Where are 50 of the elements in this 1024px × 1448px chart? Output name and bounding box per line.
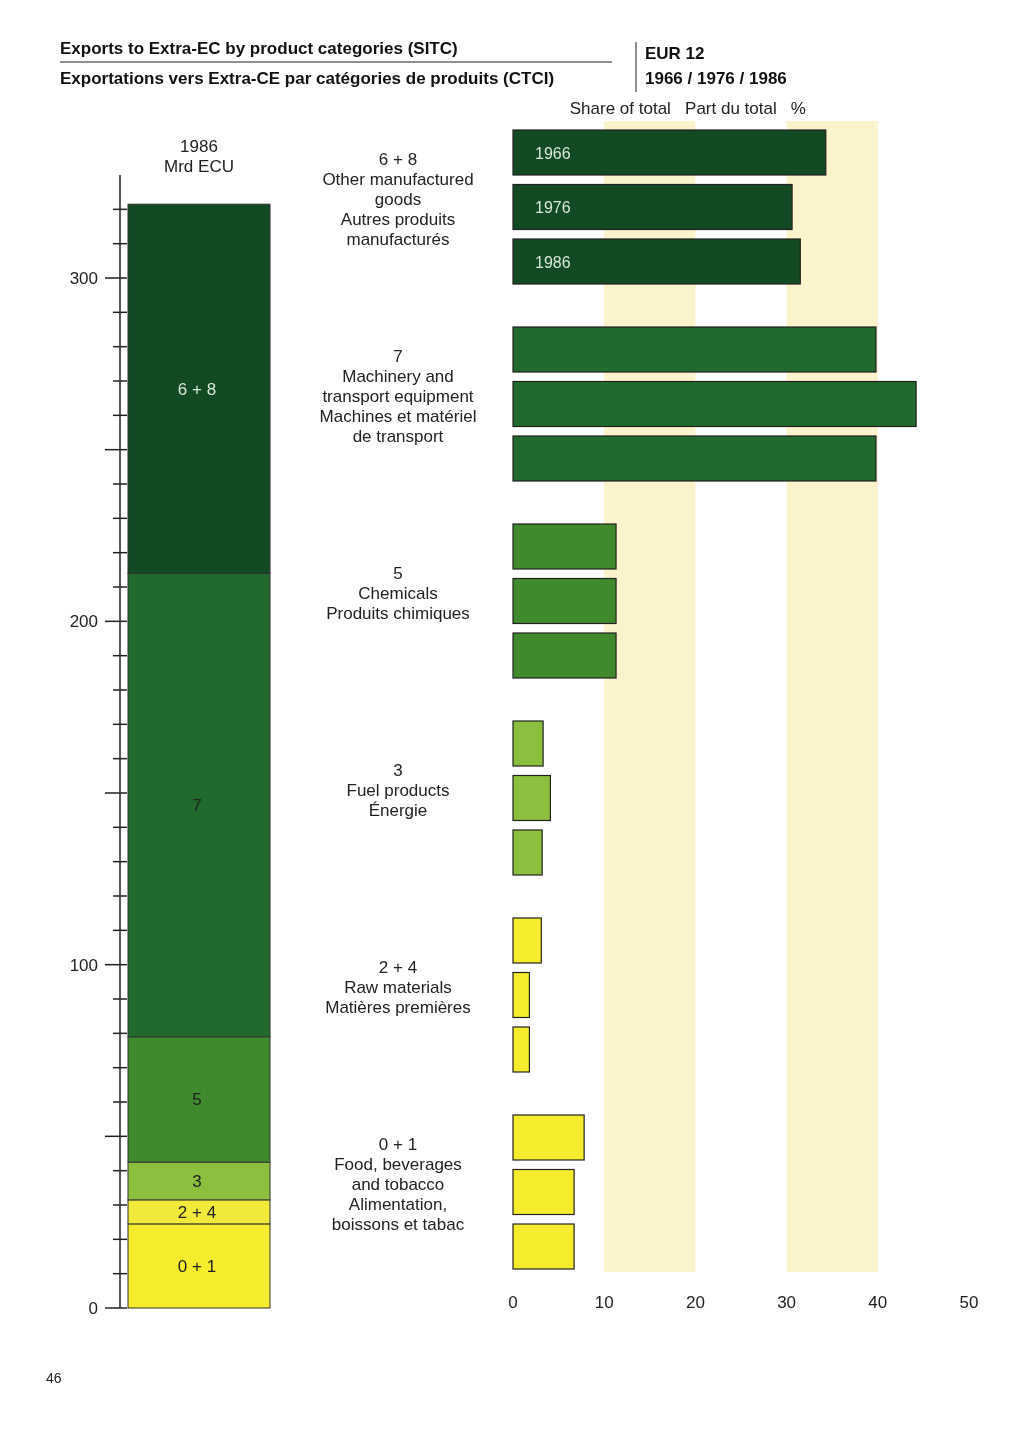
x-axis-title: Share of total Part du total % (569, 99, 806, 118)
bar (512, 720, 544, 767)
bar (512, 1168, 575, 1216)
bar (512, 971, 531, 1019)
chart-title: 1986 (180, 137, 218, 156)
bar (512, 1114, 585, 1161)
series-label: 1976 (535, 199, 571, 216)
x-tick-label: 0 (508, 1293, 518, 1312)
bar (512, 380, 917, 428)
bar (512, 435, 877, 482)
y-tick-label: 2 + 4 Raw materials Matières premières (325, 958, 471, 1017)
y-tick-label: 300 (69, 269, 98, 288)
bar (512, 1026, 531, 1073)
bar (512, 238, 801, 285)
series-label: 1986 (535, 253, 571, 271)
series-label: 2 + 4 (177, 1202, 217, 1222)
bar (512, 1223, 575, 1270)
series-label: 5 (192, 1090, 202, 1110)
x-tick-label: 30 (777, 1293, 797, 1312)
y-tick-label: 100 (69, 955, 98, 975)
text: EUR 12 (645, 44, 705, 63)
bar (512, 326, 877, 373)
series-label: 0 + 1 (177, 1256, 217, 1276)
x-tick-label: 40 (868, 1293, 888, 1312)
bar (512, 523, 617, 570)
y-tick-label: 200 (69, 612, 98, 632)
y-tick-label: 7 Machinery and transport equipment Machines et matériel de transport (319, 347, 477, 446)
x-tick-label: 10 (594, 1293, 614, 1312)
bar (512, 129, 827, 176)
series-label: 6 + 8 (177, 379, 217, 399)
series-label: 1966 (535, 144, 571, 162)
y-tick-label: 5 Chemicals Produits chimiques (326, 564, 470, 623)
bar (512, 632, 617, 679)
bar (512, 183, 793, 231)
text: 46 (46, 1370, 62, 1386)
series-label: 3 (192, 1171, 202, 1191)
text: 1966 / 1976 / 1986 (645, 69, 787, 88)
text: Exports to Extra-EC by product categories (SITC) (60, 39, 458, 58)
bar (512, 577, 617, 625)
text: Exportations vers Extra-CE par catégories de produits (CTCI) (60, 69, 555, 88)
x-tick-label: 50 (959, 1293, 979, 1312)
y-tick-label: 3 Fuel products Énergie (346, 761, 450, 820)
chart-subtitle: Mrd ECU (164, 157, 234, 176)
series-label: 7 (192, 796, 202, 816)
bar (512, 829, 543, 876)
y-tick-label: 6 + 8 Other manufactured goods Autres produits manufacturés (322, 150, 474, 249)
bar (512, 917, 542, 964)
x-tick-label: 20 (685, 1293, 705, 1312)
y-tick-label: 0 + 1 Food, beverages and tobacco Alimentation, boissons et tabac (331, 1135, 465, 1234)
bar (512, 774, 551, 822)
